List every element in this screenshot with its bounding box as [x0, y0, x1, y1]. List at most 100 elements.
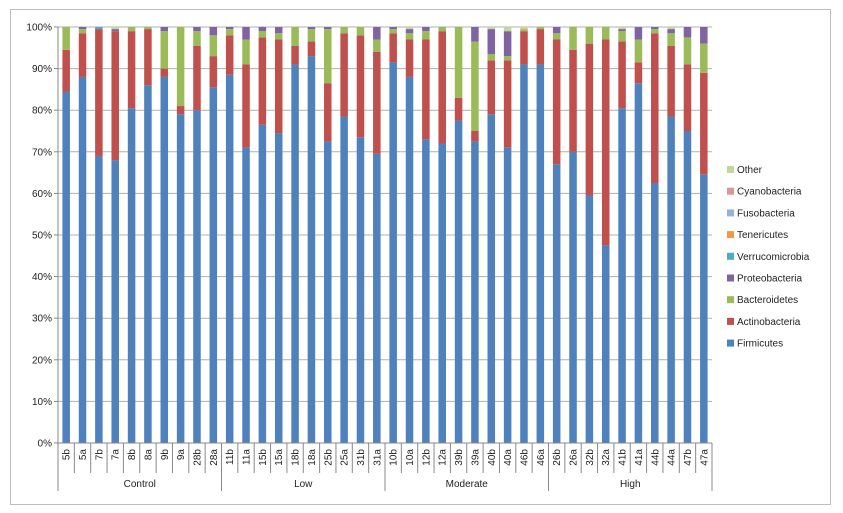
bar-stack-15b — [258, 27, 267, 443]
bar-firmicutes-5a — [78, 76, 87, 444]
bar-stack-40a — [503, 27, 512, 443]
bar-actinobacteria-12a — [438, 31, 446, 144]
bar-proteobacteria-39a — [471, 27, 479, 42]
bar-other-7a — [111, 27, 119, 30]
bar-proteobacteria-28b — [193, 27, 201, 32]
bar-bacteroidetes-40b — [487, 54, 496, 61]
bar-actinobacteria-41a — [634, 62, 643, 84]
bar-stack-26a — [569, 27, 577, 444]
legend-label: Other — [737, 165, 763, 176]
group-label-moderate: Moderate — [446, 479, 489, 490]
bar-proteobacteria-5a — [78, 27, 87, 30]
bar-proteobacteria-15a — [274, 27, 283, 34]
bar-actinobacteria-8b — [127, 31, 136, 109]
bar-proteobacteria-7a — [111, 29, 119, 32]
bar-stack-32b — [585, 27, 594, 443]
bar-actinobacteria-7b — [95, 29, 103, 156]
bar-firmicutes-25b — [324, 141, 332, 443]
bar-firmicutes-41a — [634, 83, 643, 443]
bar-firmicutes-26a — [569, 151, 577, 444]
bar-bacteroidetes-11a — [242, 39, 250, 65]
legend-item-tenericutes: Tenericutes — [727, 230, 788, 241]
bar-actinobacteria-31a — [373, 51, 381, 154]
bar-stack-41b — [618, 27, 626, 444]
bar-bacteroidetes-9b — [160, 31, 169, 69]
legend: Other Cyanobacteria Fusobacteria Tenericute… — [727, 165, 810, 350]
bar-stack-31a — [373, 27, 381, 443]
bar-firmicutes-39a — [471, 141, 479, 443]
bar-other-10a — [405, 27, 414, 30]
legend-label: Cyanobacteria — [737, 187, 802, 198]
x-tick-label: 15a — [274, 449, 285, 466]
bar-proteobacteria-12b — [422, 27, 430, 32]
bar-firmicutes-46a — [536, 64, 545, 443]
bar-stack-39a — [471, 27, 479, 443]
x-tick-label: 7b — [94, 449, 105, 461]
bar-bacteroidetes-41b — [618, 31, 626, 42]
bar-other-40b — [487, 27, 496, 30]
bar-proteobacteria-28a — [209, 27, 218, 36]
bar-actinobacteria-40b — [487, 60, 496, 115]
x-tick-label: 26b — [552, 449, 563, 466]
bar-firmicutes-46b — [520, 64, 528, 443]
legend-label: Fusobacteria — [737, 208, 795, 219]
bar-actinobacteria-11b — [225, 35, 234, 75]
x-tick-label: 31b — [356, 449, 367, 466]
bar-bacteroidetes-28b — [193, 31, 201, 46]
bar-proteobacteria-40a — [503, 31, 512, 57]
y-tick-label: 70% — [32, 147, 52, 158]
x-tick-label: 15b — [258, 449, 269, 466]
x-tick-label: 25a — [340, 449, 351, 466]
bar-firmicutes-41b — [618, 108, 626, 444]
bar-bacteroidetes-31a — [373, 39, 381, 52]
bar-proteobacteria-47a — [700, 27, 708, 44]
bar-actinobacteria-32b — [585, 43, 594, 196]
bar-firmicutes-11b — [225, 74, 234, 443]
bar-firmicutes-32b — [585, 195, 594, 443]
bar-firmicutes-44a — [667, 116, 675, 443]
x-tick-label: 8b — [127, 449, 138, 461]
gridlines — [58, 26, 712, 444]
legend-swatch — [727, 209, 734, 217]
bar-bacteroidetes-44a — [667, 33, 675, 46]
bar-firmicutes-11a — [242, 147, 250, 443]
bar-actinobacteria-47b — [683, 64, 692, 131]
bar-proteobacteria-41b — [618, 29, 626, 32]
legend-item-verrucomicrobia: Verrucomicrobia — [727, 252, 810, 263]
x-tick-label: 12b — [421, 449, 432, 466]
bar-firmicutes-40b — [487, 114, 496, 444]
bar-firmicutes-7a — [111, 160, 119, 443]
bar-firmicutes-10b — [389, 62, 397, 444]
bar-bacteroidetes-18a — [307, 29, 316, 42]
bar-firmicutes-10a — [405, 76, 414, 444]
bar-actinobacteria-28b — [193, 45, 201, 111]
bar-bacteroidetes-18b — [291, 27, 299, 46]
legend-label: Proteobacteria — [737, 274, 802, 285]
bar-firmicutes-8a — [144, 85, 152, 444]
bar-firmicutes-44b — [651, 183, 659, 443]
group-label-high: High — [620, 479, 641, 490]
bar-bacteroidetes-5b — [62, 27, 70, 50]
y-axis: 0% 10% 20% 30% 40% 50% 60% 70% 80% 90% 100% — [26, 23, 59, 450]
bar-bacteroidetes-31b — [356, 27, 365, 36]
bar-firmicutes-31b — [356, 137, 365, 444]
bar-bacteroidetes-25a — [340, 27, 348, 34]
x-tick-label: 18b — [291, 449, 302, 466]
bar-actinobacteria-39a — [471, 131, 479, 142]
x-tick-label: 9b — [160, 449, 171, 461]
bar-other-41b — [618, 27, 626, 30]
bar-proteobacteria-44b — [651, 27, 659, 30]
bar-bacteroidetes-12a — [438, 27, 446, 32]
y-tick-label: 80% — [32, 106, 52, 117]
bar-actinobacteria-15b — [258, 37, 267, 125]
bar-bacteroidetes-5a — [78, 29, 87, 34]
bar-actinobacteria-46a — [536, 29, 545, 65]
bar-bacteroidetes-15a — [274, 33, 283, 40]
bar-bacteroidetes-10a — [405, 33, 414, 40]
legend-item-bacteroidetes: Bacteroidetes — [727, 295, 798, 306]
bar-actinobacteria-32a — [601, 39, 610, 246]
bar-bacteroidetes-32b — [585, 27, 594, 44]
x-tick-label: 39a — [470, 449, 481, 466]
bar-bacteroidetes-9a — [176, 27, 185, 107]
